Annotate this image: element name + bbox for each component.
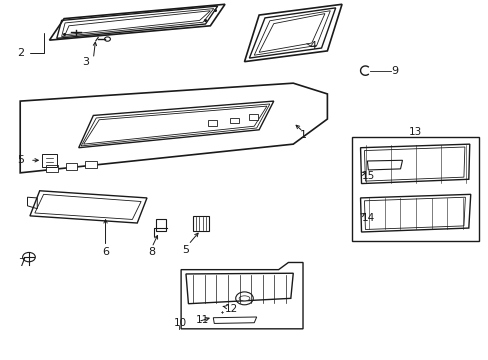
Bar xyxy=(46,165,58,172)
Bar xyxy=(249,114,258,120)
Ellipse shape xyxy=(239,296,249,301)
Text: 9: 9 xyxy=(390,66,397,76)
Text: 4: 4 xyxy=(308,41,316,50)
Text: 6: 6 xyxy=(102,247,109,257)
Text: 3: 3 xyxy=(82,57,89,67)
Text: 15: 15 xyxy=(361,171,374,181)
Text: 12: 12 xyxy=(224,304,238,314)
Text: 8: 8 xyxy=(148,247,155,257)
Text: 5: 5 xyxy=(18,155,24,165)
Bar xyxy=(229,118,238,123)
Bar xyxy=(85,161,97,168)
Text: 2: 2 xyxy=(17,48,24,58)
Text: 13: 13 xyxy=(407,127,421,136)
Text: 7: 7 xyxy=(18,258,25,268)
Text: 10: 10 xyxy=(173,319,186,328)
Text: 14: 14 xyxy=(361,213,374,222)
Text: 11: 11 xyxy=(195,315,208,325)
Text: 1: 1 xyxy=(299,130,306,140)
Text: 5: 5 xyxy=(182,245,189,255)
Bar xyxy=(207,121,216,126)
Bar xyxy=(65,163,77,170)
